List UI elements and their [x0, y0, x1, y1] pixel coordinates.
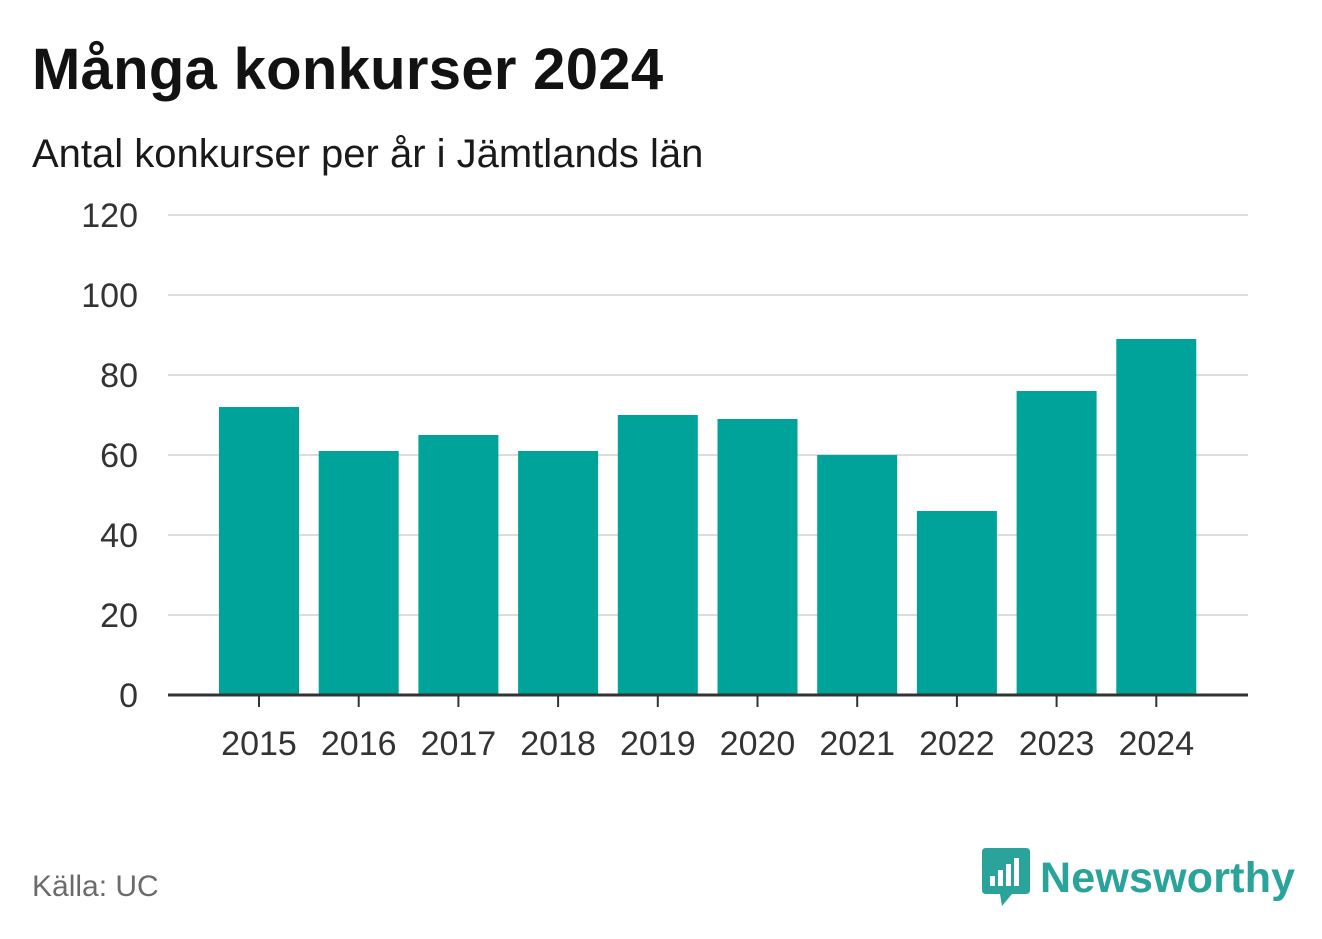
- bar-2023: [1016, 391, 1097, 695]
- bar-2021: [817, 455, 898, 695]
- brand-name: Newsworthy: [1040, 853, 1296, 902]
- x-tick-label: 2018: [520, 725, 596, 763]
- x-tick-label: 2023: [1019, 725, 1095, 763]
- y-axis-ticks: 0 20 40 60 80 100 120: [81, 197, 138, 715]
- x-tick-label: 2017: [421, 725, 497, 763]
- bar-2022: [916, 511, 997, 695]
- x-tick-label: 2020: [720, 725, 796, 763]
- x-axis: 2015 2016 2017 2018 2019 2020 2021 2022 2023 2024: [168, 693, 1248, 763]
- y-tick-label: 20: [100, 597, 138, 635]
- x-tick-label: 2015: [221, 725, 297, 763]
- bar-chart: 0 20 40 60 80 100 120 2015 2016 2017 2018 2019 2020…: [81, 197, 1248, 763]
- y-tick-label: 120: [81, 197, 138, 235]
- bar-2017: [418, 435, 499, 695]
- x-tick-label: 2021: [819, 725, 895, 763]
- bar-2016: [318, 451, 399, 695]
- y-tick-label: 60: [100, 437, 138, 475]
- y-tick-label: 40: [100, 517, 138, 555]
- brand-logo: Newsworthy: [980, 848, 1295, 908]
- y-tick-label: 100: [81, 277, 138, 315]
- bar-chart-speech-bubble-icon: [982, 848, 1030, 906]
- bar-2018: [518, 451, 599, 695]
- x-tick-label: 2022: [919, 725, 995, 763]
- x-tick-label: 2016: [321, 725, 397, 763]
- y-tick-label: 80: [100, 357, 138, 395]
- chart-title: Många konkurser 2024: [32, 37, 664, 102]
- y-tick-label: 0: [119, 677, 138, 715]
- bar-2020: [717, 419, 798, 695]
- chart-subtitle: Antal konkurser per år i Jämtlands län: [32, 132, 704, 176]
- bar-2024: [1116, 339, 1197, 695]
- x-tick-label: 2024: [1118, 725, 1194, 763]
- x-tick-label: 2019: [620, 725, 696, 763]
- bar-2015: [219, 407, 299, 695]
- source-note: Källa: UC: [32, 870, 159, 903]
- bars: [219, 339, 1197, 695]
- bar-2019: [617, 415, 698, 695]
